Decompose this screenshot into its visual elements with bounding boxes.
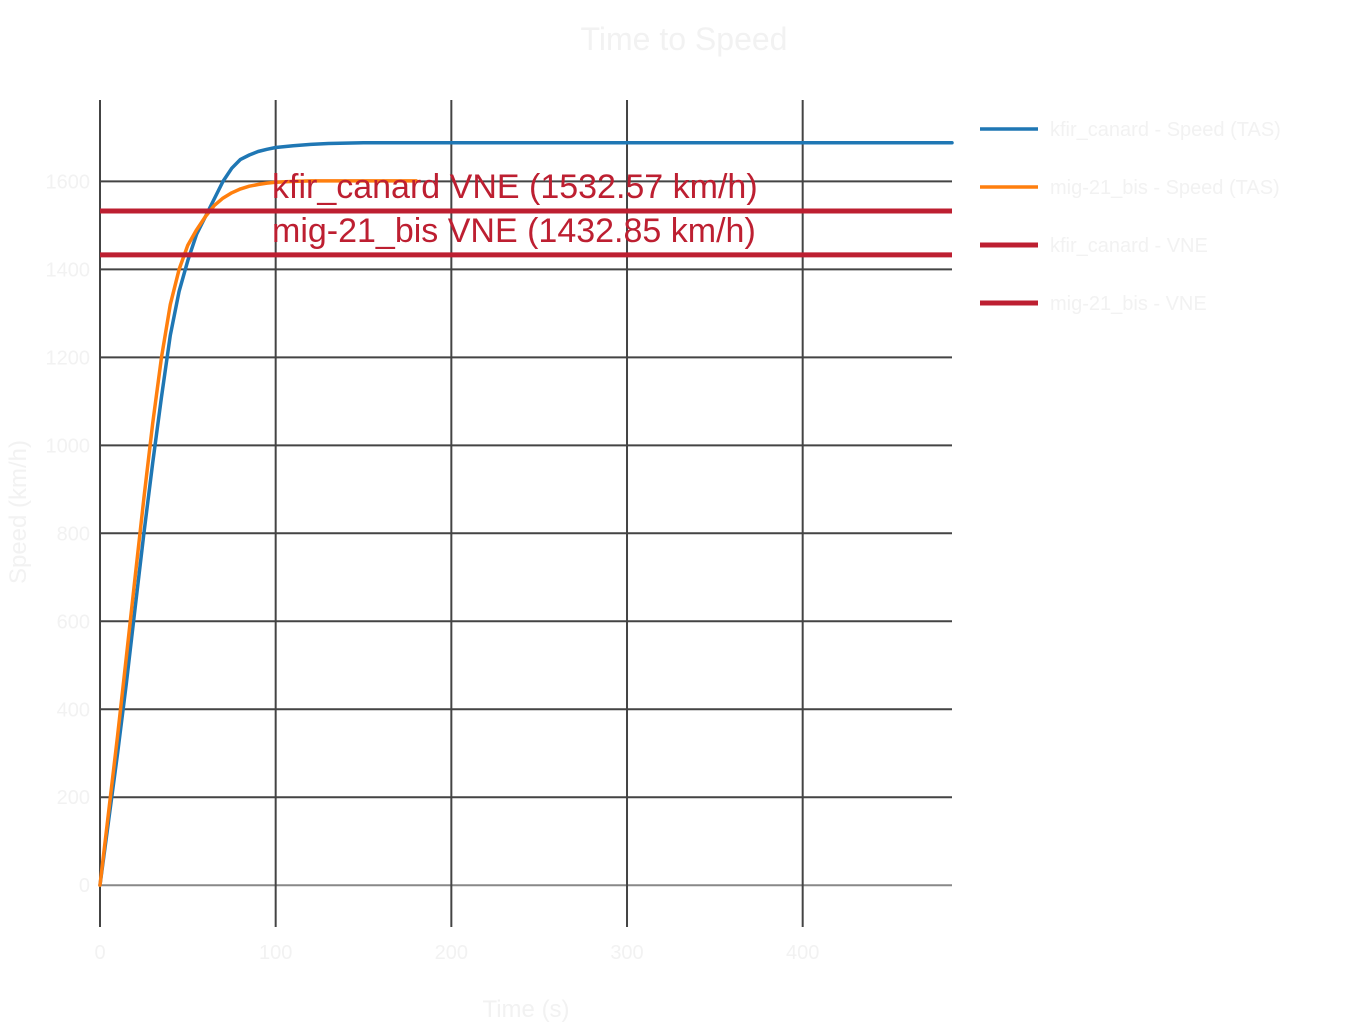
series-line-0 <box>98 140 954 887</box>
y-tick-label: 1400 <box>46 259 91 281</box>
x-tick-label: 300 <box>610 942 643 964</box>
y-tick-label: 0 <box>79 875 90 897</box>
chart-title: Time to Speed <box>581 21 788 57</box>
series-layer <box>98 140 954 887</box>
legend-label-2: kfir_canard - VNE <box>1050 235 1208 257</box>
y-tick-label: 200 <box>57 787 90 809</box>
x-tick-label: 100 <box>259 942 292 964</box>
x-tick-label: 0 <box>94 942 105 964</box>
vne-annotation-3: mig-21_bis VNE (1432.85 km/h) <box>272 212 756 250</box>
y-tick-label: 800 <box>57 523 90 545</box>
y-tick-label: 400 <box>57 699 90 721</box>
x-axis-title: Time (s) <box>482 996 569 1023</box>
x-tick-label: 200 <box>435 942 468 964</box>
y-tick-label: 600 <box>57 611 90 633</box>
y-tick-label: 1000 <box>46 435 91 457</box>
x-tick-label: 400 <box>786 942 819 964</box>
tick-labels: 0 200 400 600 800 1000 1200 1400 1600 0 100 200 300 4… <box>46 171 820 964</box>
vne-layer: kfir_canard VNE (1532.57 km/h) mig-21_bis… <box>100 168 952 258</box>
legend-label-1: mig-21_bis - Speed (TAS) <box>1050 177 1280 199</box>
legend-label-0: kfir_canard - Speed (TAS) <box>1050 119 1281 141</box>
legend-label-3: mig-21_bis - VNE <box>1050 293 1207 315</box>
y-axis-title: Speed (km/h) <box>5 440 32 584</box>
y-tick-label: 1200 <box>46 347 91 369</box>
legend: kfir_canard - Speed (TAS) mig-21_bis - Sp… <box>980 119 1281 315</box>
grid-layer <box>99 100 952 927</box>
series-line-1 <box>98 179 418 887</box>
y-tick-label: 1600 <box>46 171 91 193</box>
vne-annotation-2: kfir_canard VNE (1532.57 km/h) <box>272 168 758 206</box>
